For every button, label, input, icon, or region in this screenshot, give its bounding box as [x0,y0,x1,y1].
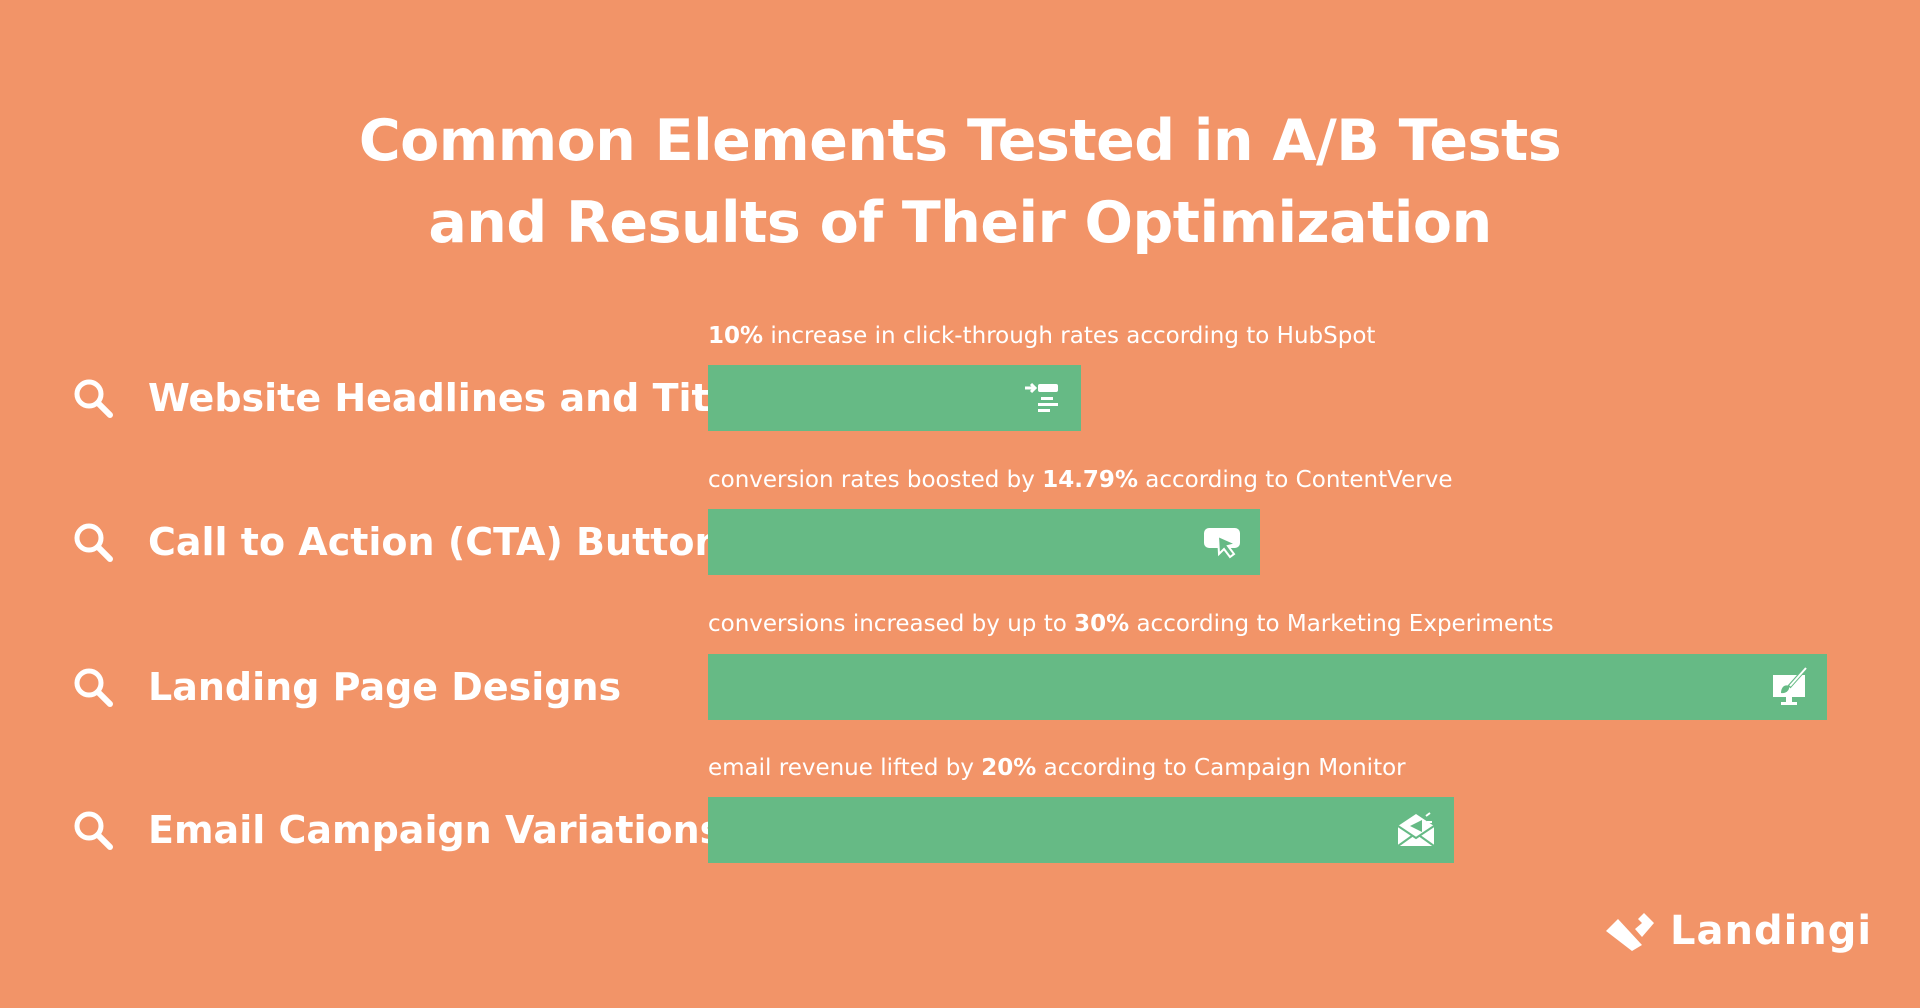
data-label: 10% [708,323,764,349]
bar [708,797,1454,863]
chart-title: Common Elements Tested in A/B Tests and … [0,100,1920,264]
email-megaphone-icon [1397,812,1435,847]
bar-annotation: conversion rates boosted by 14.79% accor… [708,467,1452,493]
category-label: Website Headlines and Titles [148,376,772,420]
title-line-2: and Results of Their Optimization [428,190,1492,256]
annotation-post: increase in click-through rates accordin… [763,323,1376,349]
search-icon [74,811,113,850]
category-label: Landing Page Designs [148,665,622,709]
search-icon [74,668,113,707]
annotation-pre: email revenue lifted by [708,755,982,781]
bar-annotation: email revenue lifted by 20% according to… [708,755,1406,781]
headline-list-icon [1025,382,1058,412]
cursor-click-icon [1203,528,1240,559]
landingi-logo-icon [1606,913,1654,951]
data-label: 20% [981,755,1037,781]
annotation-post: according to Campaign Monitor [1036,755,1406,781]
data-label: 30% [1074,611,1130,637]
annotation-post: according to ContentVerve [1137,467,1453,493]
monitor-brush-icon [1773,667,1807,705]
title-line-1: Common Elements Tested in A/B Tests [358,108,1562,174]
category-label: Call to Action (CTA) Buttons [148,520,745,564]
annotation-pre: conversions increased by up to [708,611,1075,637]
bar [708,365,1081,431]
annotation-post: according to Marketing Experiments [1129,611,1554,637]
landingi-logo: Landingi [1604,908,1872,954]
bar [708,654,1827,720]
bar [708,509,1260,575]
bar-annotation: 10% increase in click-through rates acco… [708,323,1375,349]
annotation-pre: conversion rates boosted by [708,467,1043,493]
logo-text: Landingi [1670,908,1873,954]
data-label: 14.79% [1042,467,1138,493]
search-icon [74,523,113,562]
search-icon [74,379,113,418]
category-label: Email Campaign Variations [148,808,723,852]
bar-annotation: conversions increased by up to 30% accor… [708,611,1554,637]
